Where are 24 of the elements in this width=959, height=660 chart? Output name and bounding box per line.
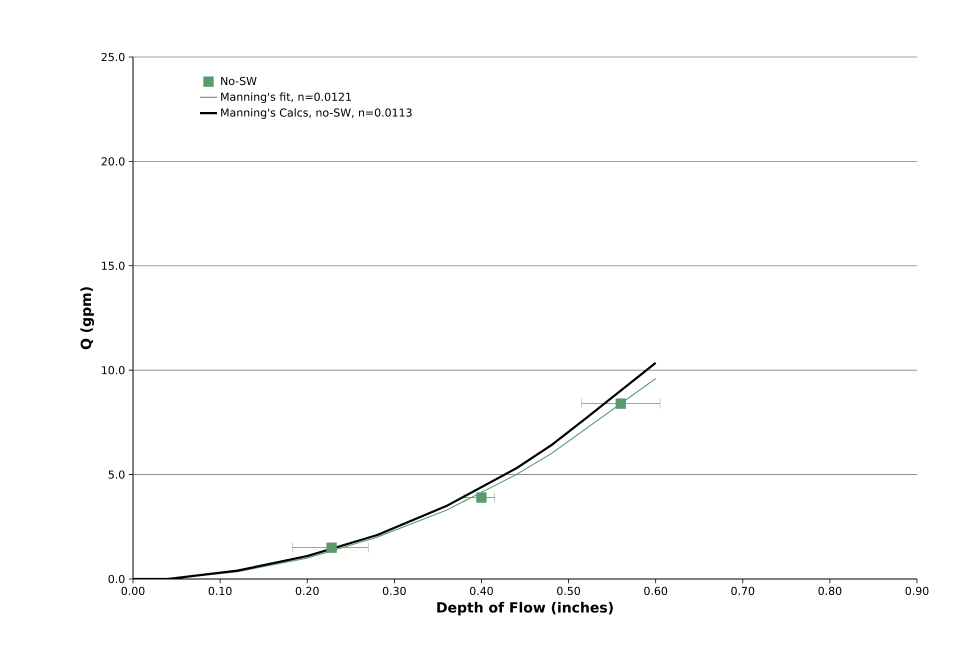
legend-label: No-SW [221, 76, 257, 86]
point [476, 492, 487, 503]
legend-label: Manning's Calcs, no-SW, n=0.0113 [221, 108, 412, 119]
y-tick-label: 10.0 [102, 366, 124, 374]
y-axis-title: Q (gpm) [80, 287, 94, 350]
x-tick-label: 0.80 [818, 586, 842, 596]
x-tick-label: 0.20 [296, 586, 319, 596]
point [326, 542, 337, 553]
y-tick-label: 15.0 [102, 262, 124, 270]
y-tick-label: 5.0 [108, 470, 124, 479]
x-tick-label: 0.60 [644, 586, 668, 596]
x-tick-label: 0.50 [557, 586, 580, 596]
x-tick-label: 0.70 [731, 586, 754, 596]
x-axis-title: Depth of Flow (inches) [437, 602, 613, 616]
y-tick-label: 20.0 [102, 157, 124, 166]
y-tick-label: 25.0 [102, 52, 124, 62]
y-tick-label: 0.0 [108, 574, 124, 584]
x-tick-label: 0.00 [122, 586, 144, 596]
legend-label: Manning's fit, n=0.0121 [221, 92, 351, 104]
x-tick-label: 0.10 [208, 586, 232, 596]
x-tick-label: 0.30 [382, 586, 406, 596]
point [616, 398, 626, 409]
x-tick-label: 0.40 [470, 586, 493, 596]
x-tick-label: 0.90 [906, 586, 928, 596]
